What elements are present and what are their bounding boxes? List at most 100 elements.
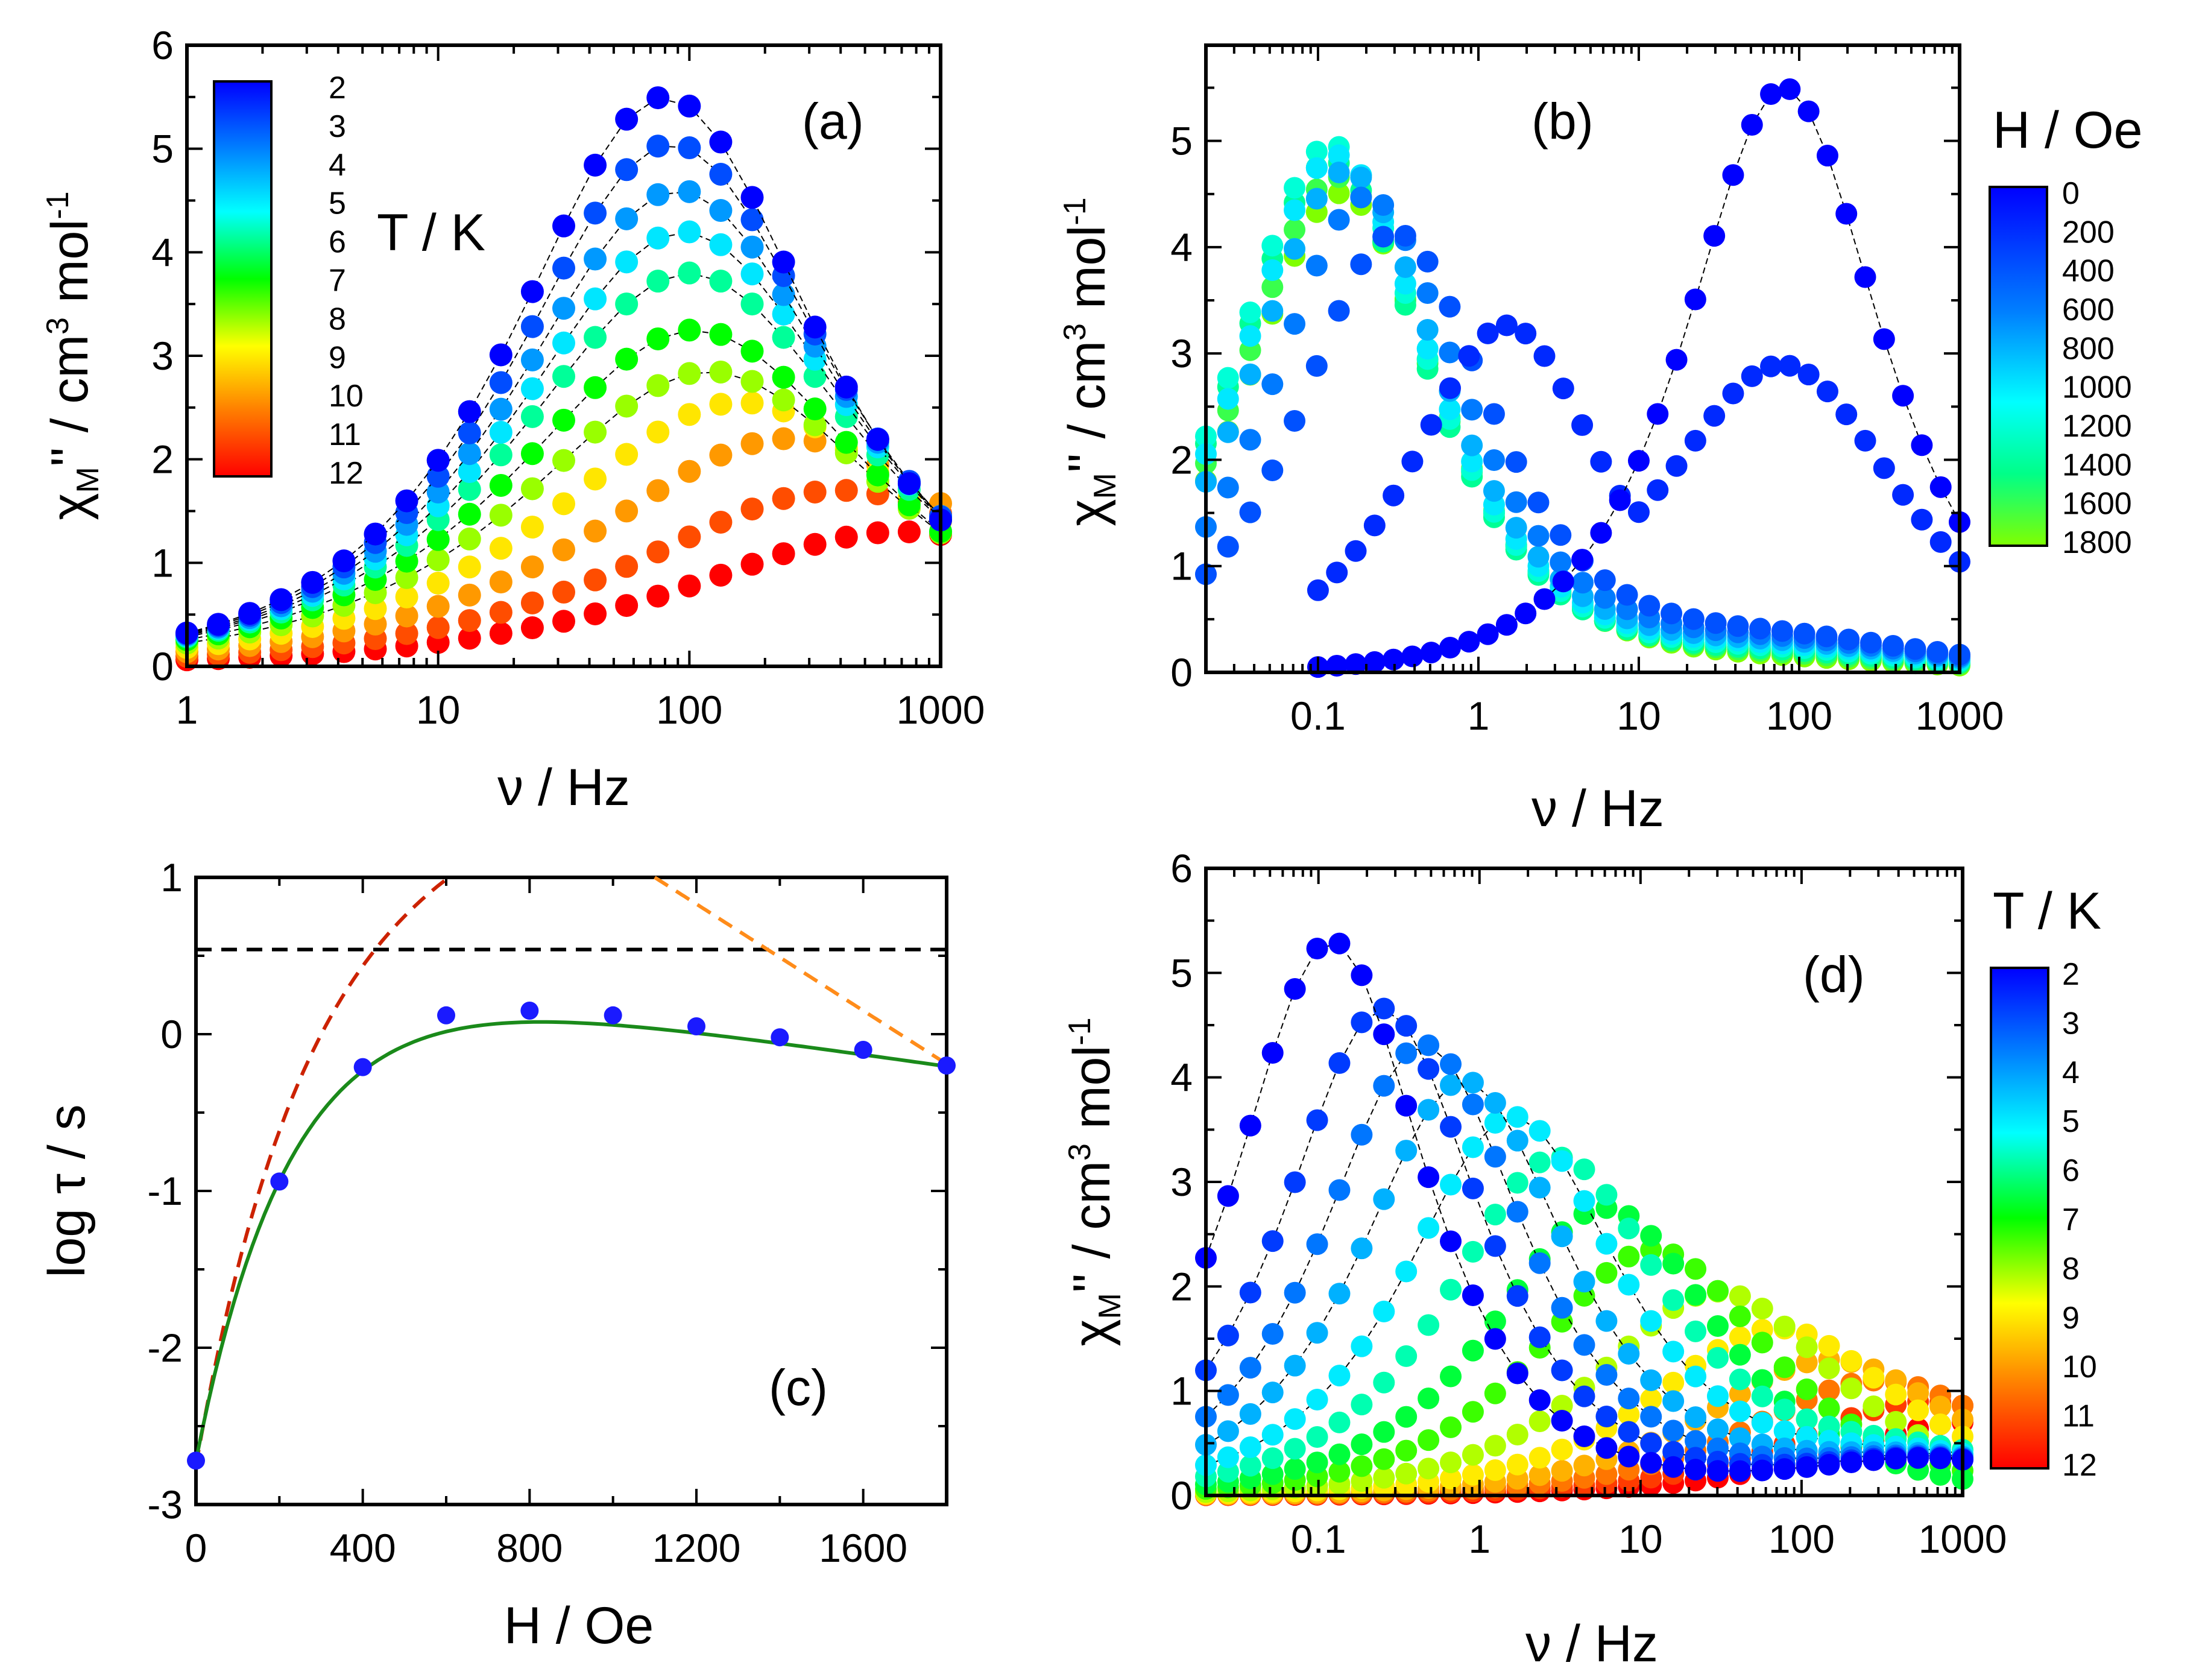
data-point bbox=[1550, 551, 1572, 573]
data-point bbox=[1684, 429, 1706, 452]
data-point bbox=[1618, 1445, 1640, 1468]
data-point bbox=[1484, 1328, 1506, 1350]
data-point bbox=[1706, 1315, 1729, 1337]
data-point bbox=[1661, 602, 1683, 625]
data-point bbox=[1439, 341, 1461, 364]
data-point bbox=[520, 477, 544, 501]
data-point bbox=[1640, 1388, 1662, 1410]
data-point bbox=[1551, 1438, 1573, 1461]
colorbar-label: 1600 bbox=[2062, 487, 2132, 522]
data-point bbox=[1706, 1418, 1729, 1441]
colorbar-label: 3 bbox=[2062, 1006, 2080, 1041]
colorbar-label: 6 bbox=[329, 225, 346, 260]
data-point bbox=[834, 479, 858, 502]
data-point bbox=[1816, 381, 1838, 403]
fit-line-total bbox=[194, 1020, 947, 1461]
data-point bbox=[270, 1172, 289, 1191]
data-point bbox=[1863, 1449, 1885, 1471]
data-point bbox=[584, 287, 607, 311]
colorbar-label: 2 bbox=[329, 71, 346, 106]
data-point bbox=[1684, 288, 1706, 311]
data-point bbox=[364, 522, 387, 546]
data-point bbox=[1495, 314, 1518, 336]
data-point bbox=[1373, 1371, 1395, 1394]
series-line bbox=[186, 231, 941, 637]
data-point bbox=[740, 208, 764, 232]
data-point bbox=[1528, 1252, 1551, 1274]
data-point bbox=[426, 449, 450, 472]
data-point bbox=[1873, 457, 1895, 479]
data-point bbox=[1261, 1463, 1284, 1485]
data-point bbox=[458, 527, 481, 551]
data-point bbox=[1640, 1369, 1662, 1391]
data-point bbox=[1552, 377, 1574, 400]
data-point bbox=[678, 318, 701, 342]
data-point bbox=[646, 420, 670, 444]
data-point bbox=[1595, 1310, 1618, 1332]
data-point bbox=[1461, 450, 1483, 473]
data-point bbox=[1882, 635, 1904, 657]
data-point bbox=[1929, 1413, 1952, 1435]
data-point bbox=[646, 270, 670, 293]
data-point bbox=[1239, 1403, 1261, 1425]
data-point bbox=[1284, 1281, 1306, 1304]
data-point bbox=[1239, 1454, 1261, 1477]
data-point bbox=[489, 420, 513, 444]
data-point bbox=[552, 256, 575, 280]
data-point bbox=[1773, 1356, 1796, 1378]
data-point bbox=[1618, 1245, 1640, 1268]
data-point bbox=[1818, 1334, 1840, 1357]
colorbar-label: 8 bbox=[329, 302, 346, 336]
data-point bbox=[1284, 238, 1306, 260]
data-point bbox=[489, 601, 513, 624]
panel-a-label: (a) bbox=[802, 93, 864, 150]
data-point bbox=[1551, 1460, 1573, 1482]
data-point bbox=[1306, 1109, 1328, 1131]
colorbar-label: 9 bbox=[329, 340, 346, 375]
data-point bbox=[458, 400, 481, 423]
data-point bbox=[1462, 1177, 1484, 1199]
data-point bbox=[678, 459, 701, 483]
data-point bbox=[395, 585, 418, 608]
data-point bbox=[1796, 1408, 1818, 1430]
data-point bbox=[772, 487, 795, 510]
data-point bbox=[489, 504, 513, 527]
data-point bbox=[1239, 325, 1261, 347]
data-point bbox=[1418, 1217, 1440, 1239]
data-point bbox=[1418, 1166, 1440, 1189]
data-point bbox=[489, 622, 513, 645]
data-point bbox=[395, 549, 418, 573]
data-point bbox=[1706, 1460, 1729, 1482]
data-point bbox=[1306, 1451, 1328, 1474]
data-point bbox=[772, 388, 795, 412]
data-point bbox=[1885, 1410, 1907, 1433]
x-tick-label: 400 bbox=[330, 1526, 396, 1570]
data-point bbox=[1440, 1173, 1462, 1196]
data-point bbox=[1773, 1420, 1796, 1442]
data-point bbox=[897, 520, 921, 544]
data-point bbox=[395, 622, 418, 645]
data-point bbox=[1261, 373, 1284, 396]
data-point bbox=[1306, 1322, 1328, 1344]
data-point bbox=[1351, 1394, 1373, 1416]
data-point bbox=[1217, 1420, 1239, 1442]
x-tick-label: 1 bbox=[176, 687, 198, 732]
data-point bbox=[1484, 1235, 1506, 1257]
data-point bbox=[1815, 625, 1838, 648]
panel-b-label: (b) bbox=[1531, 93, 1594, 150]
data-point bbox=[520, 315, 544, 338]
data-point bbox=[1662, 1341, 1685, 1363]
data-point bbox=[1284, 1354, 1306, 1377]
data-point bbox=[1640, 1254, 1662, 1276]
data-point bbox=[772, 250, 795, 274]
data-point bbox=[1284, 1438, 1306, 1460]
data-point bbox=[709, 360, 733, 384]
data-point bbox=[584, 519, 607, 543]
data-point bbox=[1662, 1289, 1685, 1311]
data-point bbox=[1328, 1411, 1351, 1433]
data-point bbox=[1595, 1406, 1618, 1428]
data-point bbox=[1395, 1140, 1418, 1162]
